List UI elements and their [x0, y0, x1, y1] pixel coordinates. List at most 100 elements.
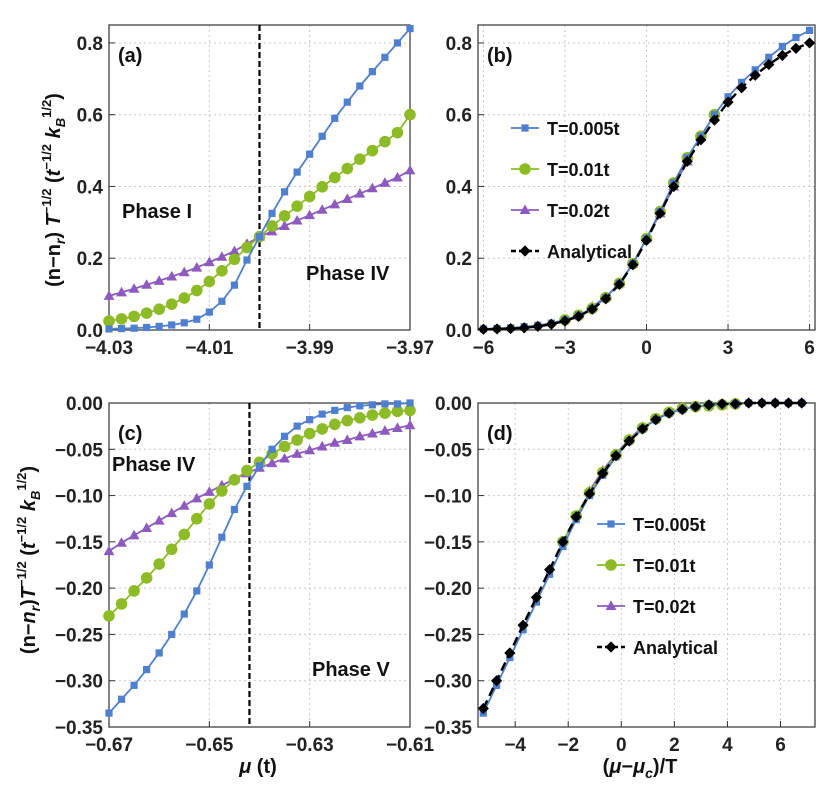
y-tick-label: 0.6: [77, 106, 103, 127]
data-point: [203, 256, 215, 267]
data-point: [381, 53, 389, 61]
data-point: [331, 406, 339, 415]
data-point: [128, 585, 140, 597]
data-point: [341, 193, 353, 204]
data-point: [796, 397, 808, 409]
x-tick-label: −0.61: [386, 735, 435, 756]
legend-marker: [519, 204, 531, 214]
data-point: [597, 467, 609, 479]
data-point: [805, 26, 814, 34]
data-point: [379, 135, 391, 148]
data-point: [203, 486, 215, 496]
data-point: [266, 220, 278, 232]
data-point: [216, 251, 228, 261]
legend-marker: [605, 641, 617, 653]
data-point: [268, 445, 276, 453]
x-tick-label: 2: [669, 735, 680, 756]
data-point: [545, 318, 557, 330]
panel-letter: (c): [118, 423, 142, 445]
data-point: [392, 171, 403, 182]
legend-marker: [605, 559, 617, 571]
data-point: [366, 409, 379, 421]
data-point: [354, 412, 366, 424]
y-tick-label: −0.30: [55, 672, 103, 693]
data-point: [782, 397, 795, 409]
series-t-0-005t: [105, 24, 414, 333]
data-point: [168, 630, 176, 639]
data-point: [291, 448, 303, 458]
data-point: [191, 492, 203, 503]
data-point: [640, 234, 653, 246]
data-point: [379, 177, 391, 187]
x-tick-label: −0.65: [185, 735, 234, 756]
data-point: [165, 298, 178, 310]
svg-text:(n−nr)T−1/2 (t−1/2 kB1/2): (n−nr)T−1/2 (t−1/2 kB1/2): [14, 466, 43, 654]
data-point: [803, 37, 816, 49]
data-point: [504, 647, 516, 659]
y-tick-label: −0.05: [424, 440, 473, 461]
data-point: [650, 414, 662, 426]
data-point: [776, 49, 788, 62]
data-point: [368, 401, 376, 409]
x-tick-label: −4.01: [185, 338, 234, 359]
data-point: [586, 303, 598, 315]
data-point: [191, 261, 203, 272]
legend-label: T=0.01t: [633, 556, 696, 576]
data-point: [343, 404, 351, 412]
y-tick-label: −0.15: [55, 533, 104, 554]
data-point: [354, 153, 366, 165]
panel-a: −4.03 −4.01 −3.99 −3.97 0.0 0.2 0.4 0.6 0.8 (a) Ph…: [77, 24, 434, 359]
data-point: [790, 42, 802, 54]
data-point: [530, 591, 542, 603]
data-point: [303, 427, 316, 440]
data-point: [229, 245, 240, 256]
legend-marker: [605, 600, 617, 610]
data-point: [166, 270, 178, 281]
plot-frame: [477, 402, 816, 728]
x-axis-label-scaled: (μ−μc)/T: [603, 756, 678, 781]
legend-entry: T=0.02t: [511, 201, 610, 221]
legend-marker: [519, 245, 531, 257]
y-tick-label: −0.25: [55, 625, 104, 646]
data-point: [243, 256, 251, 264]
data-point: [356, 82, 364, 90]
data-point: [103, 290, 115, 300]
y-tick-label: −0.15: [424, 533, 473, 554]
plot-frame: [477, 24, 816, 331]
data-point: [663, 407, 675, 419]
data-point: [600, 293, 612, 305]
data-point: [792, 33, 800, 42]
data-point: [689, 401, 702, 413]
data-point: [559, 315, 571, 327]
x-tick-label: −2: [557, 735, 579, 756]
data-point: [218, 533, 226, 541]
data-point: [341, 162, 354, 175]
y-tick-label: 0.8: [446, 34, 472, 55]
data-point: [627, 259, 639, 271]
data-point: [331, 114, 339, 122]
y-tick-label: −0.20: [55, 579, 103, 600]
data-point: [153, 275, 165, 285]
data-point: [610, 450, 622, 462]
panel-b: −6 −3 0 3 6 0.0 0.2 0.4 0.6 0.8 (b) T=0.005t T=0.01t…: [446, 24, 816, 359]
data-point: [255, 462, 264, 470]
data-point: [343, 98, 351, 106]
data-point: [291, 434, 303, 446]
y-tick-label: 0.4: [446, 177, 473, 198]
data-point: [366, 427, 378, 438]
data-point: [491, 323, 503, 335]
data-point: [329, 198, 341, 209]
data-point: [765, 53, 773, 61]
data-point: [477, 323, 490, 335]
plot-frame: [108, 402, 411, 728]
data-point: [130, 324, 138, 332]
data-point: [278, 440, 291, 453]
y-tick-label: 0.4: [77, 177, 104, 198]
data-point: [178, 292, 191, 304]
y-tick-label: −0.25: [424, 625, 473, 646]
x-tick-label: −3.97: [386, 338, 434, 359]
data-point: [544, 564, 556, 576]
data-point: [391, 126, 404, 139]
data-point: [763, 58, 775, 71]
data-point: [268, 209, 276, 217]
